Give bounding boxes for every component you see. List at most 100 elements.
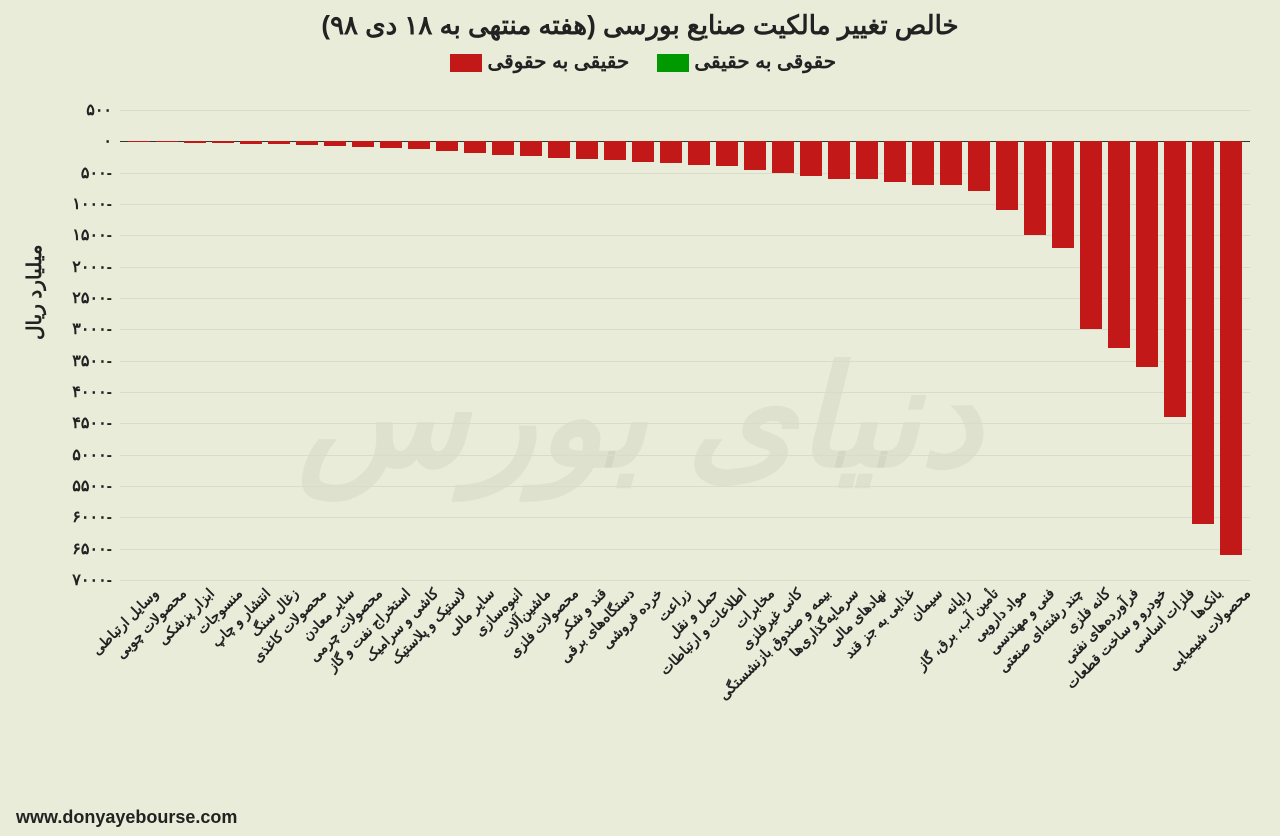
bar-rect: [660, 141, 682, 163]
bar-rect: [1164, 141, 1186, 417]
chart-legend: حقوقی به حقیقی حقیقی به حقوقی: [0, 41, 1280, 78]
bar-rect: [240, 141, 262, 144]
bar-rect: [1108, 141, 1130, 348]
bar-rect: [1024, 141, 1046, 235]
y-tick-label: -۴۰۰۰: [60, 382, 120, 402]
bar-rect: [1220, 141, 1242, 555]
bar: [884, 110, 906, 580]
bar: [408, 110, 430, 580]
bar: [716, 110, 738, 580]
bar: [968, 110, 990, 580]
y-tick-label: -۴۵۰۰: [60, 413, 120, 433]
bar-rect: [464, 141, 486, 152]
bar-rect: [128, 141, 150, 142]
footer-url: www.donyayebourse.com: [16, 807, 237, 828]
bar-rect: [912, 141, 934, 185]
bar: [240, 110, 262, 580]
legend-swatch-neg: [450, 54, 482, 72]
bar-rect: [352, 141, 374, 147]
bar: [1136, 110, 1158, 580]
bar-rect: [856, 141, 878, 179]
bar-rect: [884, 141, 906, 182]
y-tick-label: -۵۰۰: [60, 163, 120, 183]
bar: [576, 110, 598, 580]
bar-rect: [212, 141, 234, 143]
y-tick-label: -۱۵۰۰: [60, 225, 120, 245]
bar-rect: [408, 141, 430, 149]
bar-rect: [576, 141, 598, 159]
bar: [464, 110, 486, 580]
bar: [940, 110, 962, 580]
bar: [1052, 110, 1074, 580]
bar-rect: [800, 141, 822, 175]
y-tick-label: -۶۰۰۰: [60, 507, 120, 527]
bar: [436, 110, 458, 580]
bar-rect: [1192, 141, 1214, 523]
bar: [1192, 110, 1214, 580]
bar: [1220, 110, 1242, 580]
legend-item-pos: حقوقی به حقیقی: [651, 49, 836, 74]
bar-rect: [996, 141, 1018, 210]
bar-rect: [184, 141, 206, 142]
bar: [912, 110, 934, 580]
bar-rect: [492, 141, 514, 155]
bar-rect: [1052, 141, 1074, 248]
y-tick-label: ۰: [60, 131, 120, 151]
bar-rect: [1080, 141, 1102, 329]
bar: [1108, 110, 1130, 580]
bar: [772, 110, 794, 580]
bar: [380, 110, 402, 580]
bar-rect: [436, 141, 458, 150]
bar: [268, 110, 290, 580]
y-tick-label: -۷۰۰۰: [60, 570, 120, 590]
bar-rect: [324, 141, 346, 146]
bar: [744, 110, 766, 580]
y-tick-label: -۲۰۰۰: [60, 257, 120, 277]
bar: [828, 110, 850, 580]
bar: [128, 110, 150, 580]
bar: [184, 110, 206, 580]
bar-rect: [744, 141, 766, 169]
bar-rect: [716, 141, 738, 166]
bar: [688, 110, 710, 580]
bar: [548, 110, 570, 580]
bar-rect: [828, 141, 850, 179]
bar: [156, 110, 178, 580]
bar-rect: [296, 141, 318, 145]
bar: [296, 110, 318, 580]
y-tick-label: -۵۰۰۰: [60, 445, 120, 465]
bar: [1164, 110, 1186, 580]
bar: [856, 110, 878, 580]
bar: [996, 110, 1018, 580]
bar: [660, 110, 682, 580]
bar-rect: [968, 141, 990, 191]
legend-label: حقوقی به حقیقی: [694, 51, 836, 73]
bar-rect: [940, 141, 962, 185]
y-tick-label: -۳۵۰۰: [60, 351, 120, 371]
bar: [632, 110, 654, 580]
plot-area: ۵۰۰۰-۵۰۰-۱۰۰۰-۱۵۰۰-۲۰۰۰-۲۵۰۰-۳۰۰۰-۳۵۰۰-۴…: [120, 110, 1250, 580]
bar-rect: [156, 141, 178, 142]
bar: [1024, 110, 1046, 580]
bar-rect: [688, 141, 710, 165]
y-tick-label: -۱۰۰۰: [60, 194, 120, 214]
bar: [492, 110, 514, 580]
bar: [520, 110, 542, 580]
bar: [604, 110, 626, 580]
bar-rect: [268, 141, 290, 144]
bar-rect: [604, 141, 626, 160]
chart-title: خالص تغییر مالکیت صنایع بورسی (هفته منته…: [0, 0, 1280, 41]
legend-swatch-pos: [657, 54, 689, 72]
legend-item-neg: حقیقی به حقوقی: [444, 49, 629, 74]
y-tick-label: -۶۵۰۰: [60, 539, 120, 559]
bar: [212, 110, 234, 580]
bar: [1080, 110, 1102, 580]
bar-rect: [548, 141, 570, 157]
bar-rect: [772, 141, 794, 172]
y-tick-label: ۵۰۰: [60, 100, 120, 120]
y-axis-label: میلیارد ریال: [22, 245, 47, 340]
y-tick-label: -۳۰۰۰: [60, 319, 120, 339]
bar-rect: [520, 141, 542, 156]
bar-rect: [1136, 141, 1158, 367]
bar-rect: [380, 141, 402, 148]
